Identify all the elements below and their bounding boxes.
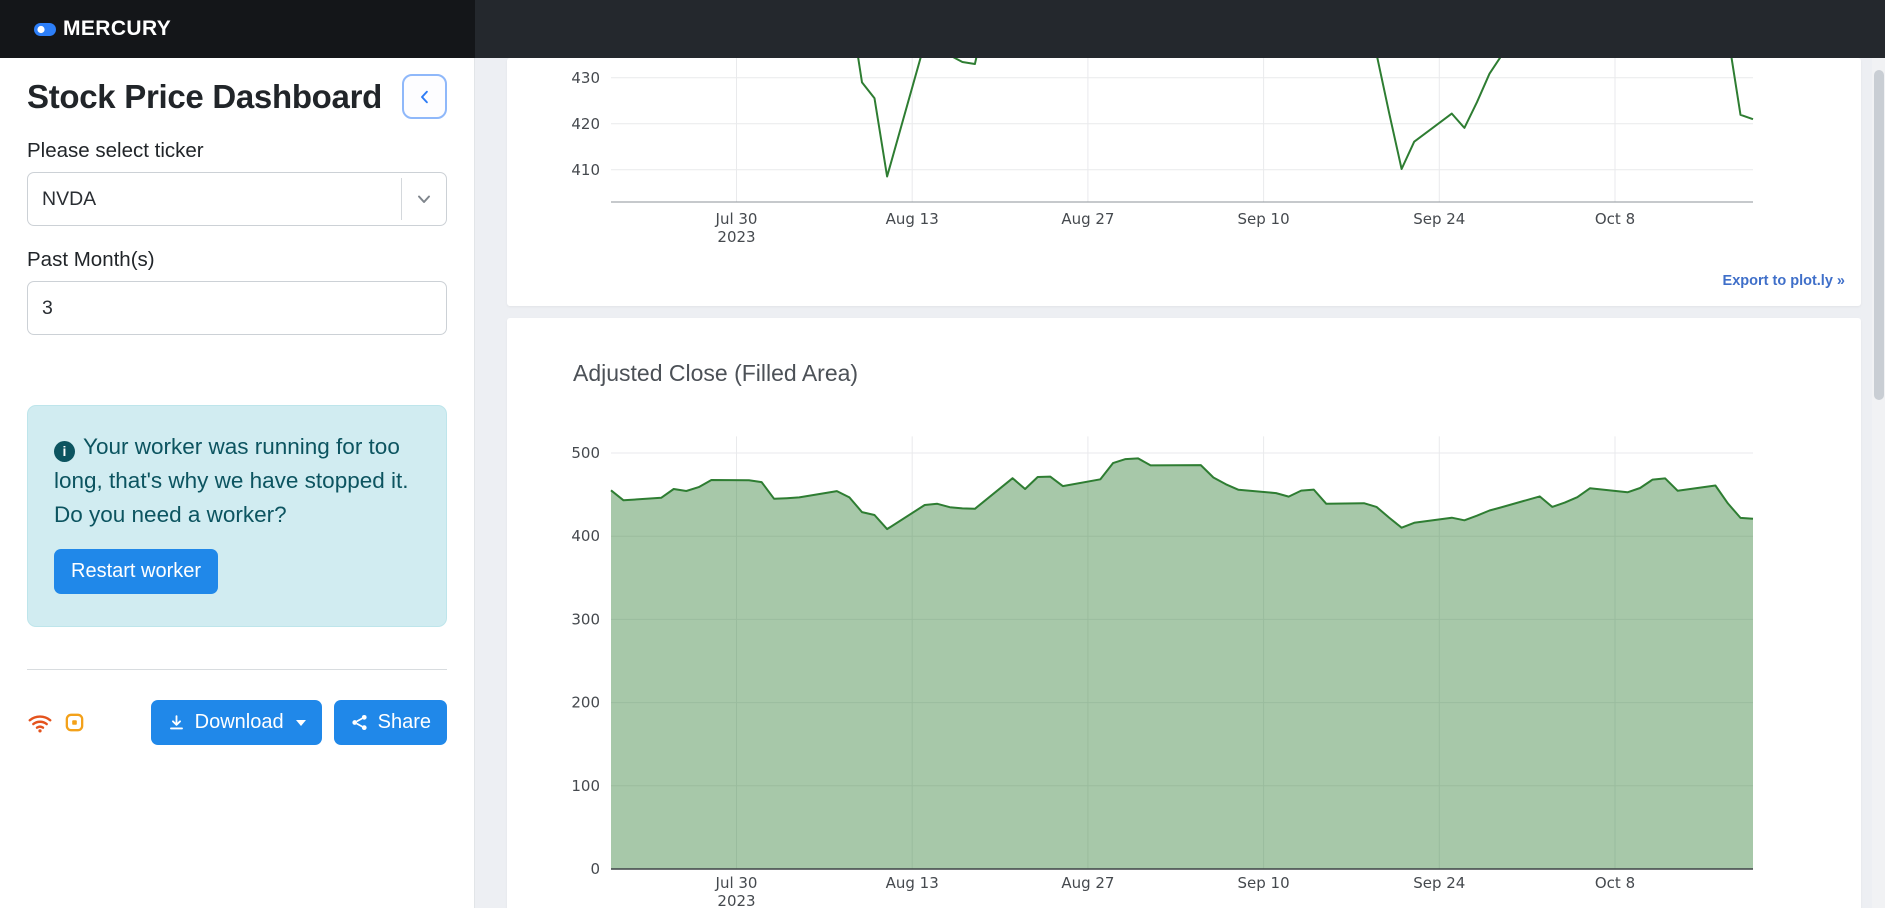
svg-text:0: 0 (590, 860, 600, 878)
svg-text:Oct 8: Oct 8 (1595, 874, 1635, 892)
line-chart-card: 410 420 430 Jul 30 2023 Aug 13 Aug 27 Sep 10 Sep… (507, 58, 1861, 306)
chevron-down-icon (402, 189, 446, 209)
caret-down-icon (295, 719, 306, 726)
ticker-select-value: NVDA (42, 187, 97, 210)
select-separator (401, 178, 402, 220)
page-title: Stock Price Dashboard (27, 77, 382, 115)
svg-text:Jul 30: Jul 30 (715, 874, 758, 892)
ticker-label: Please select ticker (27, 139, 204, 162)
svg-text:2023: 2023 (717, 228, 755, 246)
svg-text:Aug 27: Aug 27 (1061, 874, 1114, 892)
svg-text:420: 420 (571, 115, 600, 133)
download-icon (167, 713, 186, 732)
export-plotly-link[interactable]: Export to plot.ly » (1722, 273, 1845, 289)
svg-text:400: 400 (571, 527, 600, 545)
alert-text: Your worker was running for too long, th… (54, 434, 409, 527)
svg-text:Jul 30: Jul 30 (715, 210, 758, 228)
svg-text:2023: 2023 (717, 892, 755, 908)
months-label: Past Month(s) (27, 248, 155, 271)
download-button-label: Download (194, 711, 284, 734)
svg-text:500: 500 (571, 444, 600, 462)
top-navbar-left: MERCURY (0, 0, 475, 58)
sidebar-header: Stock Price Dashboard (27, 74, 447, 119)
svg-text:Sep 24: Sep 24 (1413, 210, 1465, 228)
download-button[interactable]: Download (150, 700, 322, 746)
svg-text:Sep 24: Sep 24 (1413, 874, 1465, 892)
share-button[interactable]: Share (333, 700, 447, 746)
svg-text:300: 300 (571, 610, 600, 628)
export-row: Export to plot.ly » (507, 258, 1861, 290)
mercury-logo[interactable]: MERCURY (34, 17, 171, 41)
area-chart-title: Adjusted Close (Filled Area) (573, 360, 859, 386)
info-icon: i (54, 441, 75, 462)
share-icon (350, 713, 369, 732)
svg-text:Aug 13: Aug 13 (886, 210, 939, 228)
chevron-left-icon (416, 88, 434, 106)
worker-alert: i Your worker was running for too long, t… (27, 405, 447, 628)
svg-text:200: 200 (571, 694, 600, 712)
restart-worker-button[interactable]: Restart worker (54, 549, 219, 595)
kernel-status-icon (63, 711, 86, 734)
mercury-logo-icon (34, 22, 56, 36)
months-input[interactable] (27, 281, 447, 335)
wifi-icon (27, 710, 53, 736)
main-content: 410 420 430 Jul 30 2023 Aug 13 Aug 27 Sep 10 Sep… (475, 58, 1885, 908)
svg-text:430: 430 (571, 69, 600, 87)
svg-text:Sep 10: Sep 10 (1238, 210, 1290, 228)
vertical-scrollbar[interactable] (1872, 58, 1885, 908)
scrollbar-thumb[interactable] (1873, 70, 1884, 400)
top-navbar: MERCURY (0, 0, 1885, 58)
svg-text:Aug 27: Aug 27 (1061, 210, 1114, 228)
svg-text:Oct 8: Oct 8 (1595, 210, 1635, 228)
svg-text:410: 410 (571, 161, 600, 179)
svg-text:100: 100 (571, 777, 600, 795)
sidebar-divider (27, 669, 447, 671)
svg-text:Aug 13: Aug 13 (886, 874, 939, 892)
ticker-select[interactable]: NVDA (27, 172, 447, 226)
share-button-label: Share (377, 711, 431, 734)
area-chart-card: Adjusted Close (Filled Area) 0 100 200 300 4… (507, 318, 1861, 908)
sidebar: Stock Price Dashboard Please select tick… (0, 58, 475, 908)
status-icons (27, 710, 86, 736)
logo-text: MERCURY (63, 17, 172, 40)
svg-text:Sep 10: Sep 10 (1238, 874, 1290, 892)
sidebar-footer: Download Share (27, 700, 447, 746)
sidebar-collapse-button[interactable] (402, 74, 447, 119)
